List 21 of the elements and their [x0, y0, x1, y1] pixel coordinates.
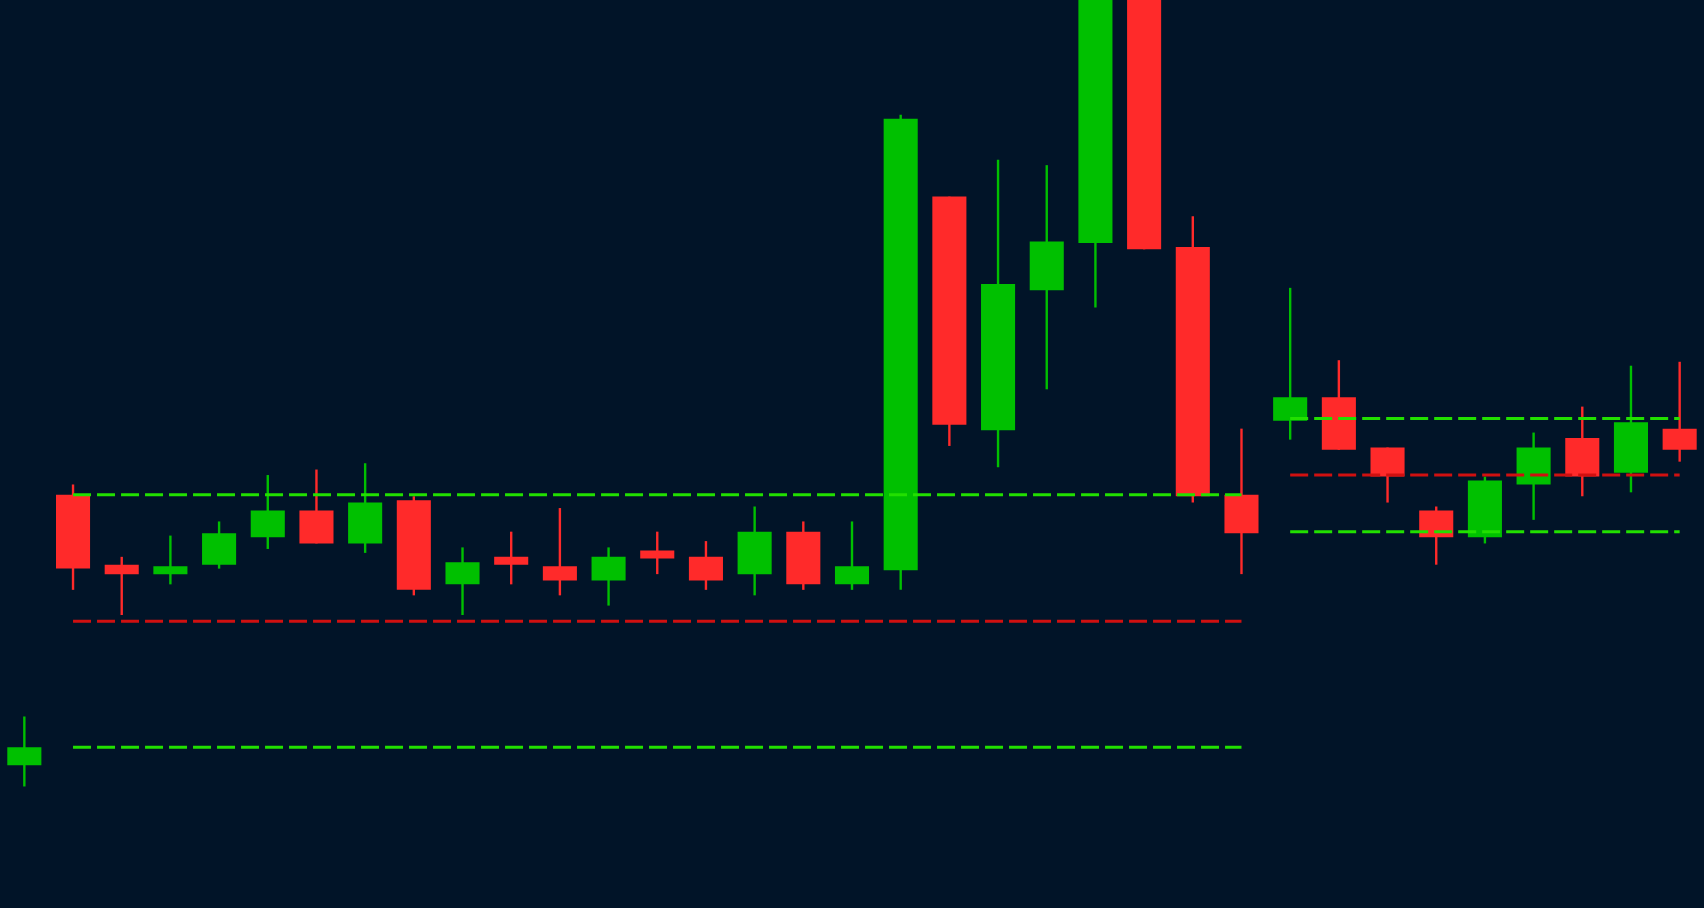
- candlestick: [834, 520, 870, 592]
- candlestick: [348, 462, 383, 555]
- candlestick: [250, 473, 285, 551]
- candlestick: [1273, 286, 1308, 441]
- candlestick: [737, 505, 772, 597]
- candlestick: [1419, 505, 1454, 566]
- candlestick: [688, 539, 723, 592]
- candlestick: [202, 520, 237, 570]
- candlestick: [1516, 431, 1551, 522]
- candlestick: [1565, 405, 1600, 498]
- candlestick: [542, 506, 577, 597]
- candlestick: [299, 468, 334, 545]
- candlestick: [445, 546, 480, 617]
- candlestick: [7, 715, 42, 788]
- candlestick: [1370, 446, 1405, 504]
- candlestick: [153, 534, 188, 586]
- candlestick: [104, 555, 139, 617]
- candlestick: [1224, 427, 1259, 576]
- candlestick: [494, 530, 529, 586]
- candlestick: [591, 546, 626, 607]
- candlestick: [1662, 360, 1697, 463]
